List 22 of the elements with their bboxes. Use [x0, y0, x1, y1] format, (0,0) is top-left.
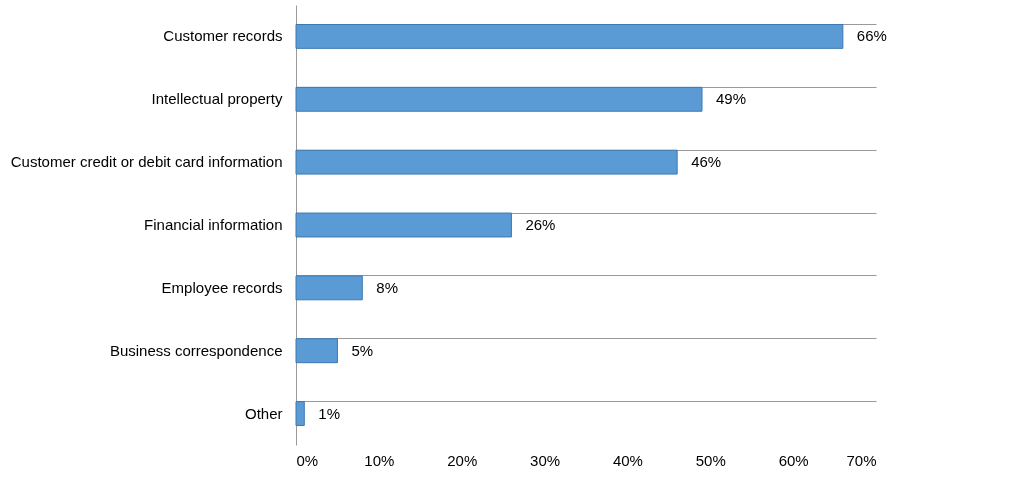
x-tick-label: 40% [612, 451, 643, 469]
data-label: 1% [318, 404, 340, 422]
y-tick-label: Customer records [163, 27, 283, 45]
y-tick-label: Financial information [144, 216, 283, 233]
x-tick-label: 60% [778, 451, 809, 469]
y-tick-label: Business correspondence [109, 341, 283, 359]
y-tick-label: Other [244, 404, 283, 422]
x-tick-label: 70% [846, 451, 877, 469]
data-label: 49% [716, 90, 747, 108]
x-tick-label: 0% [296, 451, 319, 469]
data-label: 66% [856, 27, 887, 45]
y-tick-label: Customer credit or debit card information [10, 153, 283, 171]
data-label: 46% [691, 153, 722, 171]
x-tick-label: 10% [364, 451, 395, 469]
y-tick-label: Employee records [161, 278, 283, 296]
data-label: 5% [351, 341, 374, 359]
data-label: 8% [376, 278, 398, 296]
y-tick-label: Intellectual property [151, 90, 283, 108]
data-label: 26% [525, 216, 556, 233]
x-tick-label: 50% [695, 451, 726, 469]
x-tick-label: 20% [447, 451, 478, 469]
x-tick-label: 30% [530, 451, 561, 469]
